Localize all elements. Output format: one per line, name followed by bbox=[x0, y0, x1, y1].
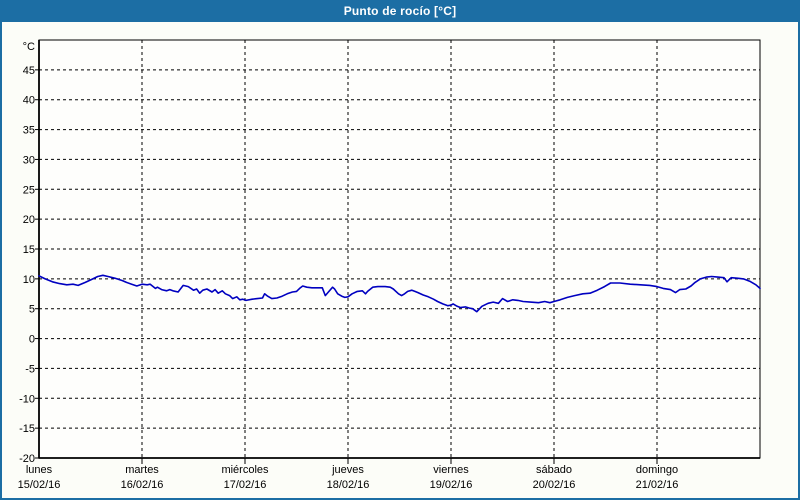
y-tick-label: -10 bbox=[19, 393, 35, 405]
dew-point-chart: 45 40 35 30 25 20 15 10 5 0 -5 -10 -15 -20 °C lunes 15/0… bbox=[18, 39, 761, 491]
y-tick-label: -5 bbox=[25, 363, 35, 375]
day-date-label: 18/02/16 bbox=[327, 479, 370, 491]
day-name-label: viernes bbox=[433, 464, 469, 476]
day-name-label: miércoles bbox=[221, 464, 269, 476]
y-tick-label: 10 bbox=[23, 274, 35, 286]
day-date-label: 15/02/16 bbox=[18, 479, 61, 491]
day-name-label: sábado bbox=[536, 464, 572, 476]
y-tick-label: 45 bbox=[23, 65, 35, 77]
y-tick-label: 35 bbox=[23, 125, 35, 137]
horizontal-gridlines bbox=[39, 69, 760, 429]
y-tick-label: 15 bbox=[23, 244, 35, 256]
day-date-label: 21/02/16 bbox=[636, 479, 679, 491]
y-tick-label: -20 bbox=[19, 453, 35, 465]
chart-title-bar: Punto de rocío [°C] bbox=[2, 0, 798, 22]
day-date-label: 20/02/16 bbox=[533, 479, 576, 491]
y-axis-labels: 45 40 35 30 25 20 15 10 5 0 -5 -10 -15 -20 bbox=[19, 65, 35, 465]
y-tick-label: -15 bbox=[19, 423, 35, 435]
day-date-label: 19/02/16 bbox=[430, 479, 473, 491]
day-name-label: jueves bbox=[331, 464, 364, 476]
y-axis-unit-label: °C bbox=[23, 41, 35, 53]
day-name-label: martes bbox=[125, 464, 159, 476]
dew-point-series-line bbox=[38, 274, 761, 313]
y-tick-label: 25 bbox=[23, 184, 35, 196]
day-name-label: lunes bbox=[26, 464, 53, 476]
vertical-gridlines bbox=[141, 40, 658, 458]
day-date-label: 16/02/16 bbox=[121, 479, 164, 491]
y-tick-marks bbox=[35, 69, 39, 459]
y-tick-label: 40 bbox=[23, 95, 35, 107]
y-tick-label: 30 bbox=[23, 154, 35, 166]
x-tick-marks bbox=[141, 458, 658, 464]
y-tick-label: 20 bbox=[23, 214, 35, 226]
chart-title: Punto de rocío [°C] bbox=[343, 4, 457, 18]
x-axis-labels: lunes 15/02/16 martes 16/02/16 miércoles 17/0… bbox=[18, 464, 679, 491]
y-tick-label: 5 bbox=[29, 304, 35, 316]
y-tick-label: 0 bbox=[29, 334, 35, 346]
day-date-label: 17/02/16 bbox=[224, 479, 267, 491]
day-name-label: domingo bbox=[636, 464, 678, 476]
